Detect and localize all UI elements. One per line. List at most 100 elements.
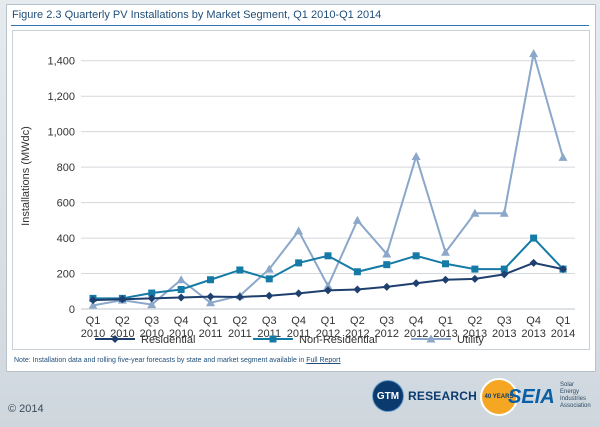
data-point-residential [324,286,332,295]
data-point-residential [235,292,244,301]
data-point-residential [441,275,450,284]
data-point-residential [294,289,303,298]
x-tick-label-quarter: Q2 [468,315,483,327]
gtm-research-logo: GTM RESEARCH [372,380,477,412]
x-tick-label-year: 2011 [287,328,311,340]
x-tick-label-quarter: Q4 [409,315,424,327]
title-divider [11,25,589,26]
footnote-text: Note: Installation data and rolling five… [14,357,307,364]
data-point-utility [264,264,274,273]
legend-label-residential: Residential [141,334,195,346]
data-point-utility [176,275,186,284]
data-point-non-residential [530,234,538,242]
data-point-residential [265,291,274,300]
data-point-non-residential [412,252,420,260]
data-point-utility [294,226,304,235]
data-point-residential [353,285,362,294]
x-tick-label-year: 2013 [463,328,487,340]
x-tick-label-year: 2011 [199,328,223,340]
data-point-utility [206,298,215,307]
data-point-non-residential [295,259,303,267]
x-tick-label-quarter: Q2 [115,315,130,327]
x-tick-label-quarter: Q4 [526,315,541,327]
x-tick-label-quarter: Q1 [203,315,218,327]
y-axis-label: Installations (MWdc) [20,126,32,226]
y-tick-label: 800 [57,162,75,174]
seia-wordmark: SEIA [508,386,555,408]
data-point-residential [382,282,391,291]
data-point-non-residential [148,289,156,297]
data-point-utility [470,208,480,217]
data-point-non-residential [353,268,361,276]
data-point-non-residential [207,276,214,284]
data-point-utility [88,300,98,309]
data-point-utility [529,49,539,58]
x-tick-label-year: 2013 [492,328,516,340]
x-tick-label-quarter: Q3 [379,315,394,327]
y-tick-label: 1,000 [47,127,75,139]
legend-marker-residential [111,335,119,343]
data-point-non-residential [383,261,391,269]
data-point-non-residential [500,265,508,273]
data-point-non-residential [324,252,332,260]
data-point-utility [147,300,157,309]
y-tick-label: 400 [57,233,75,245]
y-tick-label: 200 [57,269,75,281]
y-tick-label: 600 [57,198,75,210]
data-point-utility [323,281,333,290]
line-chart: 0 200 400 600 800 1,000 1,200 1,400 Installation… [20,49,575,346]
gtm-logo-text: RESEARCH [408,389,477,403]
data-point-utility [441,247,450,256]
data-point-utility [558,152,568,161]
data-point-non-residential [265,275,273,283]
x-tick-label-quarter: Q3 [144,315,159,327]
figure-panel: Figure 2.3 Quarterly PV Installations by… [6,4,596,372]
legend-label-non-residential: Non-Residential [299,334,377,346]
data-point-residential [470,274,479,283]
seia-logo: 40 YEARS SEIA Solar Energy Industries As… [478,372,594,422]
x-tick-label-quarter: Q2 [233,315,248,327]
x-tick-label-year: 2013 [433,328,457,340]
figure-title: Figure 2.3 Quarterly PV Installations by… [12,9,382,21]
x-tick-label-quarter: Q1 [556,315,571,327]
data-point-non-residential [442,260,449,268]
legend-marker-non-residential [269,335,277,343]
chart-area: 0 200 400 600 800 1,000 1,200 1,400 Installation… [12,30,590,350]
data-point-residential [177,293,186,302]
x-tick-label-quarter: Q4 [174,315,189,327]
x-tick-label-year: 2013 [521,328,545,340]
x-tick-label-quarter: Q2 [350,315,365,327]
x-tick-label-year: 2014 [551,328,575,340]
data-point-utility [352,215,362,224]
series-line-utility [92,53,564,307]
x-tick-label-year: 2012 [375,328,399,340]
footnote: Note: Installation data and rolling five… [14,357,340,364]
seia-tagline: Solar Energy Industries Association [560,382,591,409]
data-point-residential [529,258,538,267]
x-tick-label-year: 2010 [81,328,105,340]
data-point-residential [206,292,215,301]
data-point-residential [412,279,421,288]
x-tick-label-quarter: Q1 [321,315,336,327]
y-tick-label: 1,400 [47,56,75,68]
data-point-utility [382,249,392,258]
data-point-residential [500,270,509,279]
x-tick-label-year: 2012 [404,328,428,340]
x-tick-label-quarter: Q3 [497,315,512,327]
seia-anniversary-badge: 40 YEARS [480,378,518,416]
x-tick-label-quarter: Q3 [262,315,277,327]
x-tick-label-year: 2010 [169,328,193,340]
legend-label-utility: Utility [457,334,484,346]
full-report-link[interactable]: Full Report [306,357,341,364]
data-point-residential [89,296,97,305]
x-tick-label-quarter: Q1 [86,315,101,327]
y-tick-label: 1,200 [47,91,75,103]
data-point-utility [411,151,421,160]
x-tick-label-year: 2012 [345,328,369,340]
data-point-non-residential [471,265,479,273]
data-point-utility [499,208,509,217]
x-tick-label-quarter: Q4 [291,315,306,327]
x-tick-label-year: 2012 [316,328,340,340]
x-tick-label-year: 2010 [140,328,164,340]
